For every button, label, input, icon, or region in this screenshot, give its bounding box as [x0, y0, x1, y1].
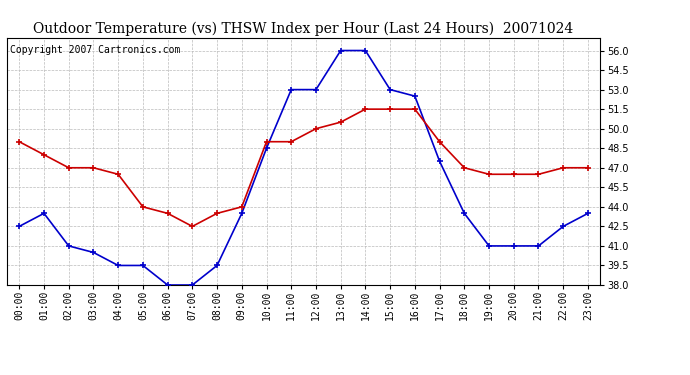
- Title: Outdoor Temperature (vs) THSW Index per Hour (Last 24 Hours)  20071024: Outdoor Temperature (vs) THSW Index per …: [34, 22, 573, 36]
- Text: Copyright 2007 Cartronics.com: Copyright 2007 Cartronics.com: [10, 45, 180, 55]
